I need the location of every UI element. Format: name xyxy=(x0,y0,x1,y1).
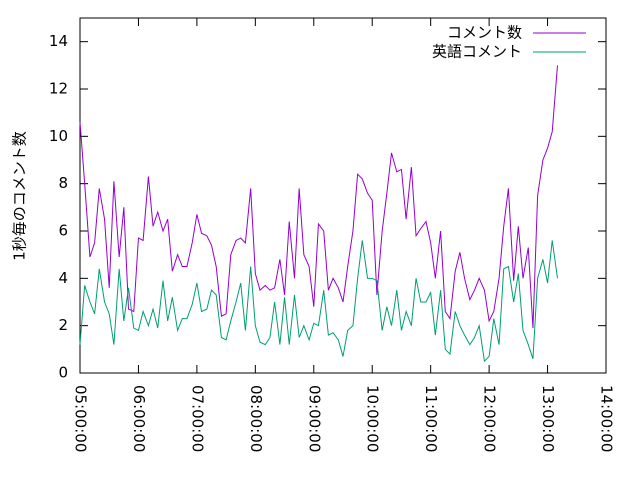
y-axis-label: 1秒毎のコメント数 xyxy=(11,131,29,261)
x-tick-label: 12:00:00 xyxy=(481,385,499,452)
series-line xyxy=(79,240,558,363)
x-tick-label: 09:00:00 xyxy=(305,385,323,452)
legend-label: コメント数 xyxy=(447,24,522,42)
x-tick-label: 13:00:00 xyxy=(539,385,557,452)
series-line xyxy=(79,65,558,329)
x-tick-label: 11:00:00 xyxy=(422,385,440,452)
x-tick-label: 05:00:00 xyxy=(72,385,90,452)
y-tick-label: 6 xyxy=(58,222,68,240)
plot-frame xyxy=(79,17,607,374)
x-tick-label: 08:00:00 xyxy=(247,385,265,452)
legend-label: 英語コメント xyxy=(432,43,522,61)
y-tick-label: 10 xyxy=(49,127,68,145)
y-tick-label: 0 xyxy=(58,364,68,382)
y-tick-label: 14 xyxy=(49,32,68,50)
y-tick-label: 2 xyxy=(58,316,68,334)
x-tick-label: 14:00:00 xyxy=(598,385,616,452)
x-tick-label: 07:00:00 xyxy=(188,385,206,452)
y-tick-label: 12 xyxy=(49,80,68,98)
x-tick-label: 10:00:00 xyxy=(364,385,382,452)
x-tick-label: 06:00:00 xyxy=(130,385,148,452)
y-tick-label: 4 xyxy=(58,269,68,287)
y-tick-label: 8 xyxy=(58,174,68,192)
